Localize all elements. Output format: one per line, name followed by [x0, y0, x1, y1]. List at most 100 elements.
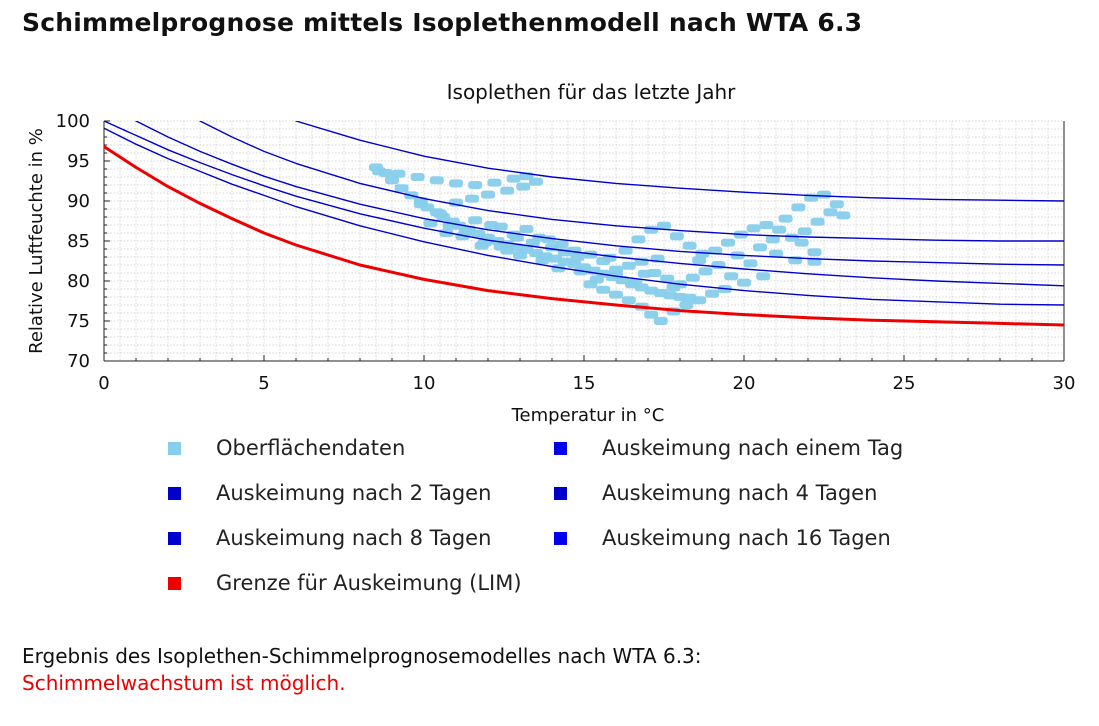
surface-data-point — [669, 232, 684, 241]
y-tick-label: 90 — [67, 191, 90, 212]
isopleth-curve — [295, 121, 1064, 202]
surface-data-point — [609, 290, 623, 299]
isopleth-curves — [104, 121, 1064, 327]
surface-data-point — [653, 317, 668, 325]
x-tick-label: 20 — [733, 373, 756, 394]
chart-title: Isoplethen für das letzte Jahr — [447, 80, 737, 104]
surface-data-point — [500, 186, 515, 195]
surface-data-point — [759, 221, 774, 229]
legend-label: Auskeimung nach einem Tag — [602, 436, 904, 460]
axis-ticks: 0 5 10 15 20 25 30 70 75 80 85 90 95 100 — [56, 111, 1076, 394]
y-axis-label: Relative Luftfeuchte in % — [26, 128, 47, 354]
x-tick-label: 10 — [413, 373, 436, 394]
surface-data-point — [429, 176, 444, 185]
legend-swatch — [554, 441, 567, 455]
surface-data-point — [695, 249, 710, 258]
surface-data-point — [769, 249, 783, 258]
x-tick-label: 0 — [98, 373, 109, 394]
surface-data-point — [836, 211, 851, 220]
legend-item: Auskeimung nach einem Tag — [554, 436, 903, 460]
surface-data-point — [660, 274, 675, 283]
legend-swatch — [168, 441, 181, 455]
surface-data-point — [797, 227, 812, 236]
y-tick-label: 100 — [56, 111, 90, 132]
surface-data-point — [468, 181, 483, 189]
surface-data-point — [449, 179, 463, 188]
surface-data-point — [817, 190, 831, 199]
surface-data-point — [481, 190, 495, 199]
result-panel: Ergebnis des Isoplethen-Schimmelprognose… — [22, 643, 702, 697]
surface-data-point — [465, 194, 479, 203]
surface-data-point — [724, 272, 739, 281]
surface-data-point — [500, 246, 515, 255]
surface-data-point — [506, 174, 521, 183]
page-title: Schimmelprognose mittels Isoplethenmodel… — [22, 8, 863, 37]
surface-data-point — [618, 246, 633, 255]
surface-data-point — [692, 256, 707, 265]
legend-swatch — [168, 531, 181, 545]
surface-data-point — [657, 221, 671, 230]
surface-data-point — [807, 248, 822, 257]
surface-data-point — [810, 217, 825, 226]
surface-data-point — [394, 184, 409, 193]
isopleth-curve — [135, 121, 1064, 266]
x-tick-label: 30 — [1053, 373, 1076, 394]
surface-data-point — [513, 251, 527, 260]
surface-data-point — [385, 176, 399, 185]
x-tick-label: 15 — [573, 373, 596, 394]
legend-item: Oberflächendaten — [168, 436, 405, 460]
legend-item: Auskeimung nach 2 Tagen — [168, 481, 491, 505]
x-axis-label: Temperatur in °C — [511, 405, 665, 426]
legend-label: Auskeimung nach 16 Tagen — [602, 526, 891, 550]
legend-item: Auskeimung nach 16 Tagen — [554, 526, 891, 550]
legend-label: Auskeimung nach 8 Tagen — [216, 526, 492, 550]
surface-data-point — [410, 173, 425, 181]
surface-data-point — [644, 310, 659, 319]
x-tick-label: 25 — [893, 373, 916, 394]
isopleth-curve — [104, 121, 1064, 287]
surface-data-point — [535, 256, 550, 265]
surface-data-point — [765, 235, 780, 244]
surface-data-point — [772, 225, 787, 234]
chart-grid — [103, 120, 1065, 362]
surface-data-point — [554, 240, 569, 249]
surface-data-point — [721, 238, 735, 247]
surface-data-point — [628, 278, 643, 287]
surface-data-point — [631, 235, 646, 244]
surface-data-point — [621, 296, 636, 305]
legend-swatch — [554, 531, 567, 545]
surface-data-point — [685, 273, 700, 282]
y-tick-label: 85 — [67, 231, 90, 252]
surface-data-point — [666, 283, 681, 292]
legend-swatch — [168, 486, 181, 500]
surface-data-point — [682, 241, 697, 250]
surface-data-point — [746, 224, 761, 233]
surface-data-scatter — [369, 163, 851, 325]
surface-data-point — [433, 209, 447, 218]
surface-data-point — [516, 182, 531, 191]
surface-data-point — [487, 178, 502, 187]
legend-swatch — [168, 576, 181, 590]
legend-item: Grenze für Auskeimung (LIM) — [168, 571, 522, 595]
surface-data-point — [807, 257, 822, 266]
surface-data-point — [829, 200, 844, 209]
legend-swatch — [554, 486, 567, 500]
surface-data-point — [794, 238, 809, 247]
surface-data-point — [484, 221, 499, 229]
surface-data-point — [474, 241, 489, 250]
y-tick-label: 70 — [67, 351, 90, 372]
legend-item: Auskeimung nach 4 Tagen — [554, 481, 877, 505]
surface-data-point — [708, 246, 723, 255]
surface-data-point — [737, 278, 751, 287]
surface-data-point — [637, 269, 652, 278]
surface-data-point — [423, 219, 438, 228]
surface-data-point — [509, 233, 524, 242]
surface-data-point — [570, 253, 585, 261]
x-tick-label: 5 — [258, 373, 269, 394]
surface-data-point — [519, 225, 534, 233]
result-status: Schimmelwachstum ist möglich. — [22, 671, 346, 695]
y-tick-label: 95 — [67, 151, 90, 172]
surface-data-point — [698, 267, 713, 276]
surface-data-point — [705, 289, 719, 298]
isopleth-curve — [104, 127, 1064, 306]
